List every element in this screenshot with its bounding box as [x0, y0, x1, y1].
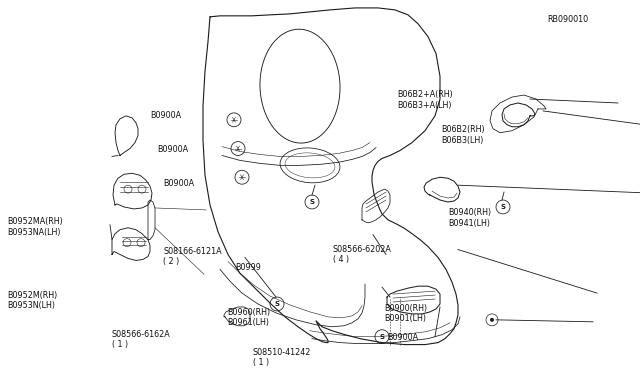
- Text: B0900(RH)
B0901(LH): B0900(RH) B0901(LH): [384, 304, 427, 323]
- Text: S: S: [275, 301, 280, 307]
- Text: B06B2+A(RH)
B06B3+A(LH): B06B2+A(RH) B06B3+A(LH): [397, 90, 452, 110]
- Text: S08566-6202A
( 4 ): S08566-6202A ( 4 ): [333, 245, 392, 264]
- Text: B0960(RH)
B0961(LH): B0960(RH) B0961(LH): [227, 308, 270, 327]
- Text: B0952MA(RH)
B0953NA(LH): B0952MA(RH) B0953NA(LH): [8, 217, 63, 237]
- Text: S: S: [380, 334, 385, 340]
- Text: B0999: B0999: [236, 263, 261, 272]
- Text: S08166-6121A
( 2 ): S08166-6121A ( 2 ): [163, 247, 222, 266]
- Text: B0900A: B0900A: [163, 179, 195, 187]
- Text: B0900A: B0900A: [157, 145, 188, 154]
- Text: S08566-6162A
( 1 ): S08566-6162A ( 1 ): [112, 330, 171, 349]
- Circle shape: [490, 318, 494, 322]
- Text: B0900A: B0900A: [387, 333, 419, 342]
- Text: B0900A: B0900A: [150, 110, 182, 119]
- Text: S: S: [500, 204, 506, 210]
- Text: B0952M(RH)
B0953N(LH): B0952M(RH) B0953N(LH): [8, 291, 58, 310]
- Text: B06B2(RH)
B06B3(LH): B06B2(RH) B06B3(LH): [442, 125, 485, 145]
- Text: S08510-41242
( 1 ): S08510-41242 ( 1 ): [253, 348, 311, 368]
- Text: S: S: [310, 199, 314, 205]
- Text: B0940(RH)
B0941(LH): B0940(RH) B0941(LH): [448, 208, 491, 228]
- Text: RB090010: RB090010: [547, 15, 588, 24]
